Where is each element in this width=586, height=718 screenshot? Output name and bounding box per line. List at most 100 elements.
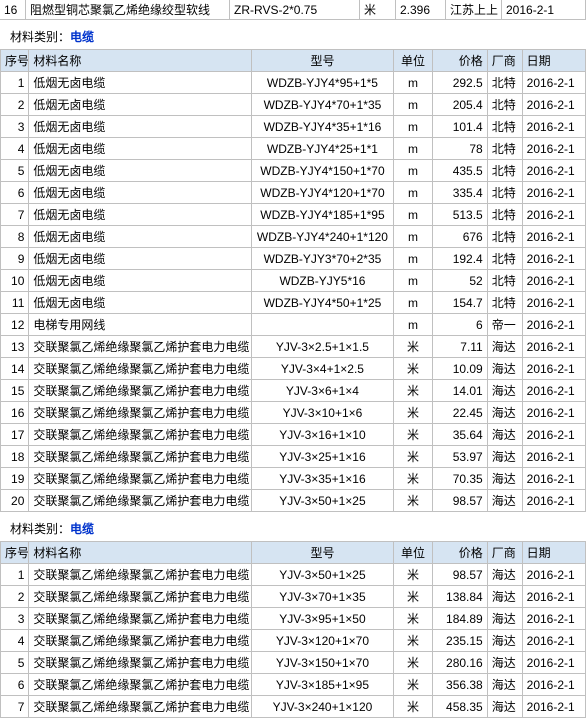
cell-idx: 2 bbox=[1, 586, 29, 608]
th-unit: 单位 bbox=[393, 50, 432, 72]
cell-model: YJV-3×35+1×16 bbox=[252, 468, 394, 490]
cell-vendor: 北特 bbox=[487, 182, 522, 204]
cell-date: 2016-2-1 bbox=[522, 652, 585, 674]
th-model: 型号 bbox=[252, 542, 394, 564]
cell-vendor: 海达 bbox=[487, 630, 522, 652]
cell-name: 交联聚氯乙烯绝缘聚氯乙烯护套电力电缆 bbox=[29, 586, 252, 608]
cell-unit: m bbox=[393, 292, 432, 314]
cell-vendor: 江苏上上 bbox=[446, 0, 502, 19]
cell-model: YJV-3×70+1×35 bbox=[252, 586, 394, 608]
cell-idx: 11 bbox=[1, 292, 29, 314]
th-date: 日期 bbox=[522, 542, 585, 564]
cell-model: YJV-3×50+1×25 bbox=[252, 564, 394, 586]
cell-price: 154.7 bbox=[433, 292, 488, 314]
cell-vendor: 海达 bbox=[487, 586, 522, 608]
cell-model: WDZB-YJY4*120+1*70 bbox=[252, 182, 394, 204]
cell-name: 交联聚氯乙烯绝缘聚氯乙烯护套电力电缆 bbox=[29, 490, 252, 512]
cell-idx: 1 bbox=[1, 72, 29, 94]
table-header-row: 序号 材料名称 型号 单位 价格 厂商 日期 bbox=[1, 50, 586, 72]
cell-vendor: 海达 bbox=[487, 674, 522, 696]
cell-model: YJV-3×50+1×25 bbox=[252, 490, 394, 512]
cell-vendor: 北特 bbox=[487, 94, 522, 116]
cell-vendor: 海达 bbox=[487, 490, 522, 512]
table-row: 8低烟无卤电缆WDZB-YJY4*240+1*120m676北特2016-2-1 bbox=[1, 226, 586, 248]
cell-model: WDZB-YJY4*35+1*16 bbox=[252, 116, 394, 138]
cell-price: 335.4 bbox=[433, 182, 488, 204]
cell-model: YJV-3×95+1×50 bbox=[252, 608, 394, 630]
category-value: 电缆 bbox=[70, 30, 94, 44]
cell-idx: 3 bbox=[1, 116, 29, 138]
cell-date: 2016-2-1 bbox=[522, 674, 585, 696]
cell-vendor: 海达 bbox=[487, 380, 522, 402]
cell-price: 676 bbox=[433, 226, 488, 248]
cell-date: 2016-2-1 bbox=[522, 490, 585, 512]
cell-vendor: 海达 bbox=[487, 696, 522, 718]
cell-vendor: 北特 bbox=[487, 204, 522, 226]
cell-vendor: 海达 bbox=[487, 652, 522, 674]
cell-vendor: 海达 bbox=[487, 608, 522, 630]
cell-price: 53.97 bbox=[433, 446, 488, 468]
cell-model: YJV-3×6+1×4 bbox=[252, 380, 394, 402]
cell-model: YJV-3×2.5+1×1.5 bbox=[252, 336, 394, 358]
table-row: 16交联聚氯乙烯绝缘聚氯乙烯护套电力电缆YJV-3×10+1×6米22.45海达… bbox=[1, 402, 586, 424]
th-date: 日期 bbox=[522, 50, 585, 72]
cell-unit: 米 bbox=[393, 564, 432, 586]
cell-name: 交联聚氯乙烯绝缘聚氯乙烯护套电力电缆 bbox=[29, 630, 252, 652]
cell-date: 2016-2-1 bbox=[522, 248, 585, 270]
cell-idx: 20 bbox=[1, 490, 29, 512]
cell-model: YJV-3×185+1×95 bbox=[252, 674, 394, 696]
th-name: 材料名称 bbox=[29, 50, 252, 72]
cell-price: 78 bbox=[433, 138, 488, 160]
cell-vendor: 北特 bbox=[487, 292, 522, 314]
cell-model: YJV-3×120+1×70 bbox=[252, 630, 394, 652]
cell-price: 184.89 bbox=[433, 608, 488, 630]
cell-unit: m bbox=[393, 314, 432, 336]
cell-date: 2016-2-1 bbox=[522, 336, 585, 358]
cell-price: 205.4 bbox=[433, 94, 488, 116]
th-price: 价格 bbox=[433, 542, 488, 564]
cell-date: 2016-2-1 bbox=[522, 116, 585, 138]
cell-name: 低烟无卤电缆 bbox=[29, 94, 252, 116]
cell-date: 2016-2-1 bbox=[522, 160, 585, 182]
cell-model: ZR-RVS-2*0.75 bbox=[230, 0, 360, 19]
cell-date: 2016-2-1 bbox=[522, 292, 585, 314]
cell-unit: 米 bbox=[393, 674, 432, 696]
cell-name: 低烟无卤电缆 bbox=[29, 182, 252, 204]
th-vendor: 厂商 bbox=[487, 542, 522, 564]
cell-date: 2016-2-1 bbox=[522, 468, 585, 490]
cell-date: 2016-2-1 bbox=[522, 696, 585, 718]
cell-idx: 4 bbox=[1, 630, 29, 652]
cell-name: 交联聚氯乙烯绝缘聚氯乙烯护套电力电缆 bbox=[29, 446, 252, 468]
table-row: 2交联聚氯乙烯绝缘聚氯乙烯护套电力电缆YJV-3×70+1×35米138.84海… bbox=[1, 586, 586, 608]
cell-name: 交联聚氯乙烯绝缘聚氯乙烯护套电力电缆 bbox=[29, 336, 252, 358]
cell-date: 2016-2-1 bbox=[522, 358, 585, 380]
table-row: 1低烟无卤电缆WDZB-YJY4*95+1*5m292.5北特2016-2-1 bbox=[1, 72, 586, 94]
cell-price: 52 bbox=[433, 270, 488, 292]
cell-date: 2016-2-1 bbox=[522, 424, 585, 446]
cell-idx: 18 bbox=[1, 446, 29, 468]
cell-idx: 1 bbox=[1, 564, 29, 586]
cell-price: 280.16 bbox=[433, 652, 488, 674]
category-label: 材料类别： bbox=[10, 30, 70, 44]
cell-idx: 19 bbox=[1, 468, 29, 490]
cell-idx: 16 bbox=[0, 0, 26, 19]
cell-vendor: 北特 bbox=[487, 248, 522, 270]
cell-vendor: 北特 bbox=[487, 226, 522, 248]
cell-idx: 9 bbox=[1, 248, 29, 270]
cell-idx: 17 bbox=[1, 424, 29, 446]
cell-date: 2016-2-1 bbox=[522, 586, 585, 608]
cell-model: WDZB-YJY4*240+1*120 bbox=[252, 226, 394, 248]
cell-model: YJV-3×150+1×70 bbox=[252, 652, 394, 674]
th-vendor: 厂商 bbox=[487, 50, 522, 72]
cell-price: 513.5 bbox=[433, 204, 488, 226]
cell-date: 2016-2-1 bbox=[522, 270, 585, 292]
category-line-2: 材料类别：电缆 bbox=[0, 512, 586, 541]
cell-unit: m bbox=[393, 72, 432, 94]
cell-name: 低烟无卤电缆 bbox=[29, 292, 252, 314]
cell-price: 435.5 bbox=[433, 160, 488, 182]
cell-price: 98.57 bbox=[433, 490, 488, 512]
material-table-2: 序号 材料名称 型号 单位 价格 厂商 日期 1交联聚氯乙烯绝缘聚氯乙烯护套电力… bbox=[0, 541, 586, 718]
table-row: 12电梯专用网线m6帝一2016-2-1 bbox=[1, 314, 586, 336]
cell-idx: 12 bbox=[1, 314, 29, 336]
cell-date: 2016-2-1 bbox=[522, 380, 585, 402]
